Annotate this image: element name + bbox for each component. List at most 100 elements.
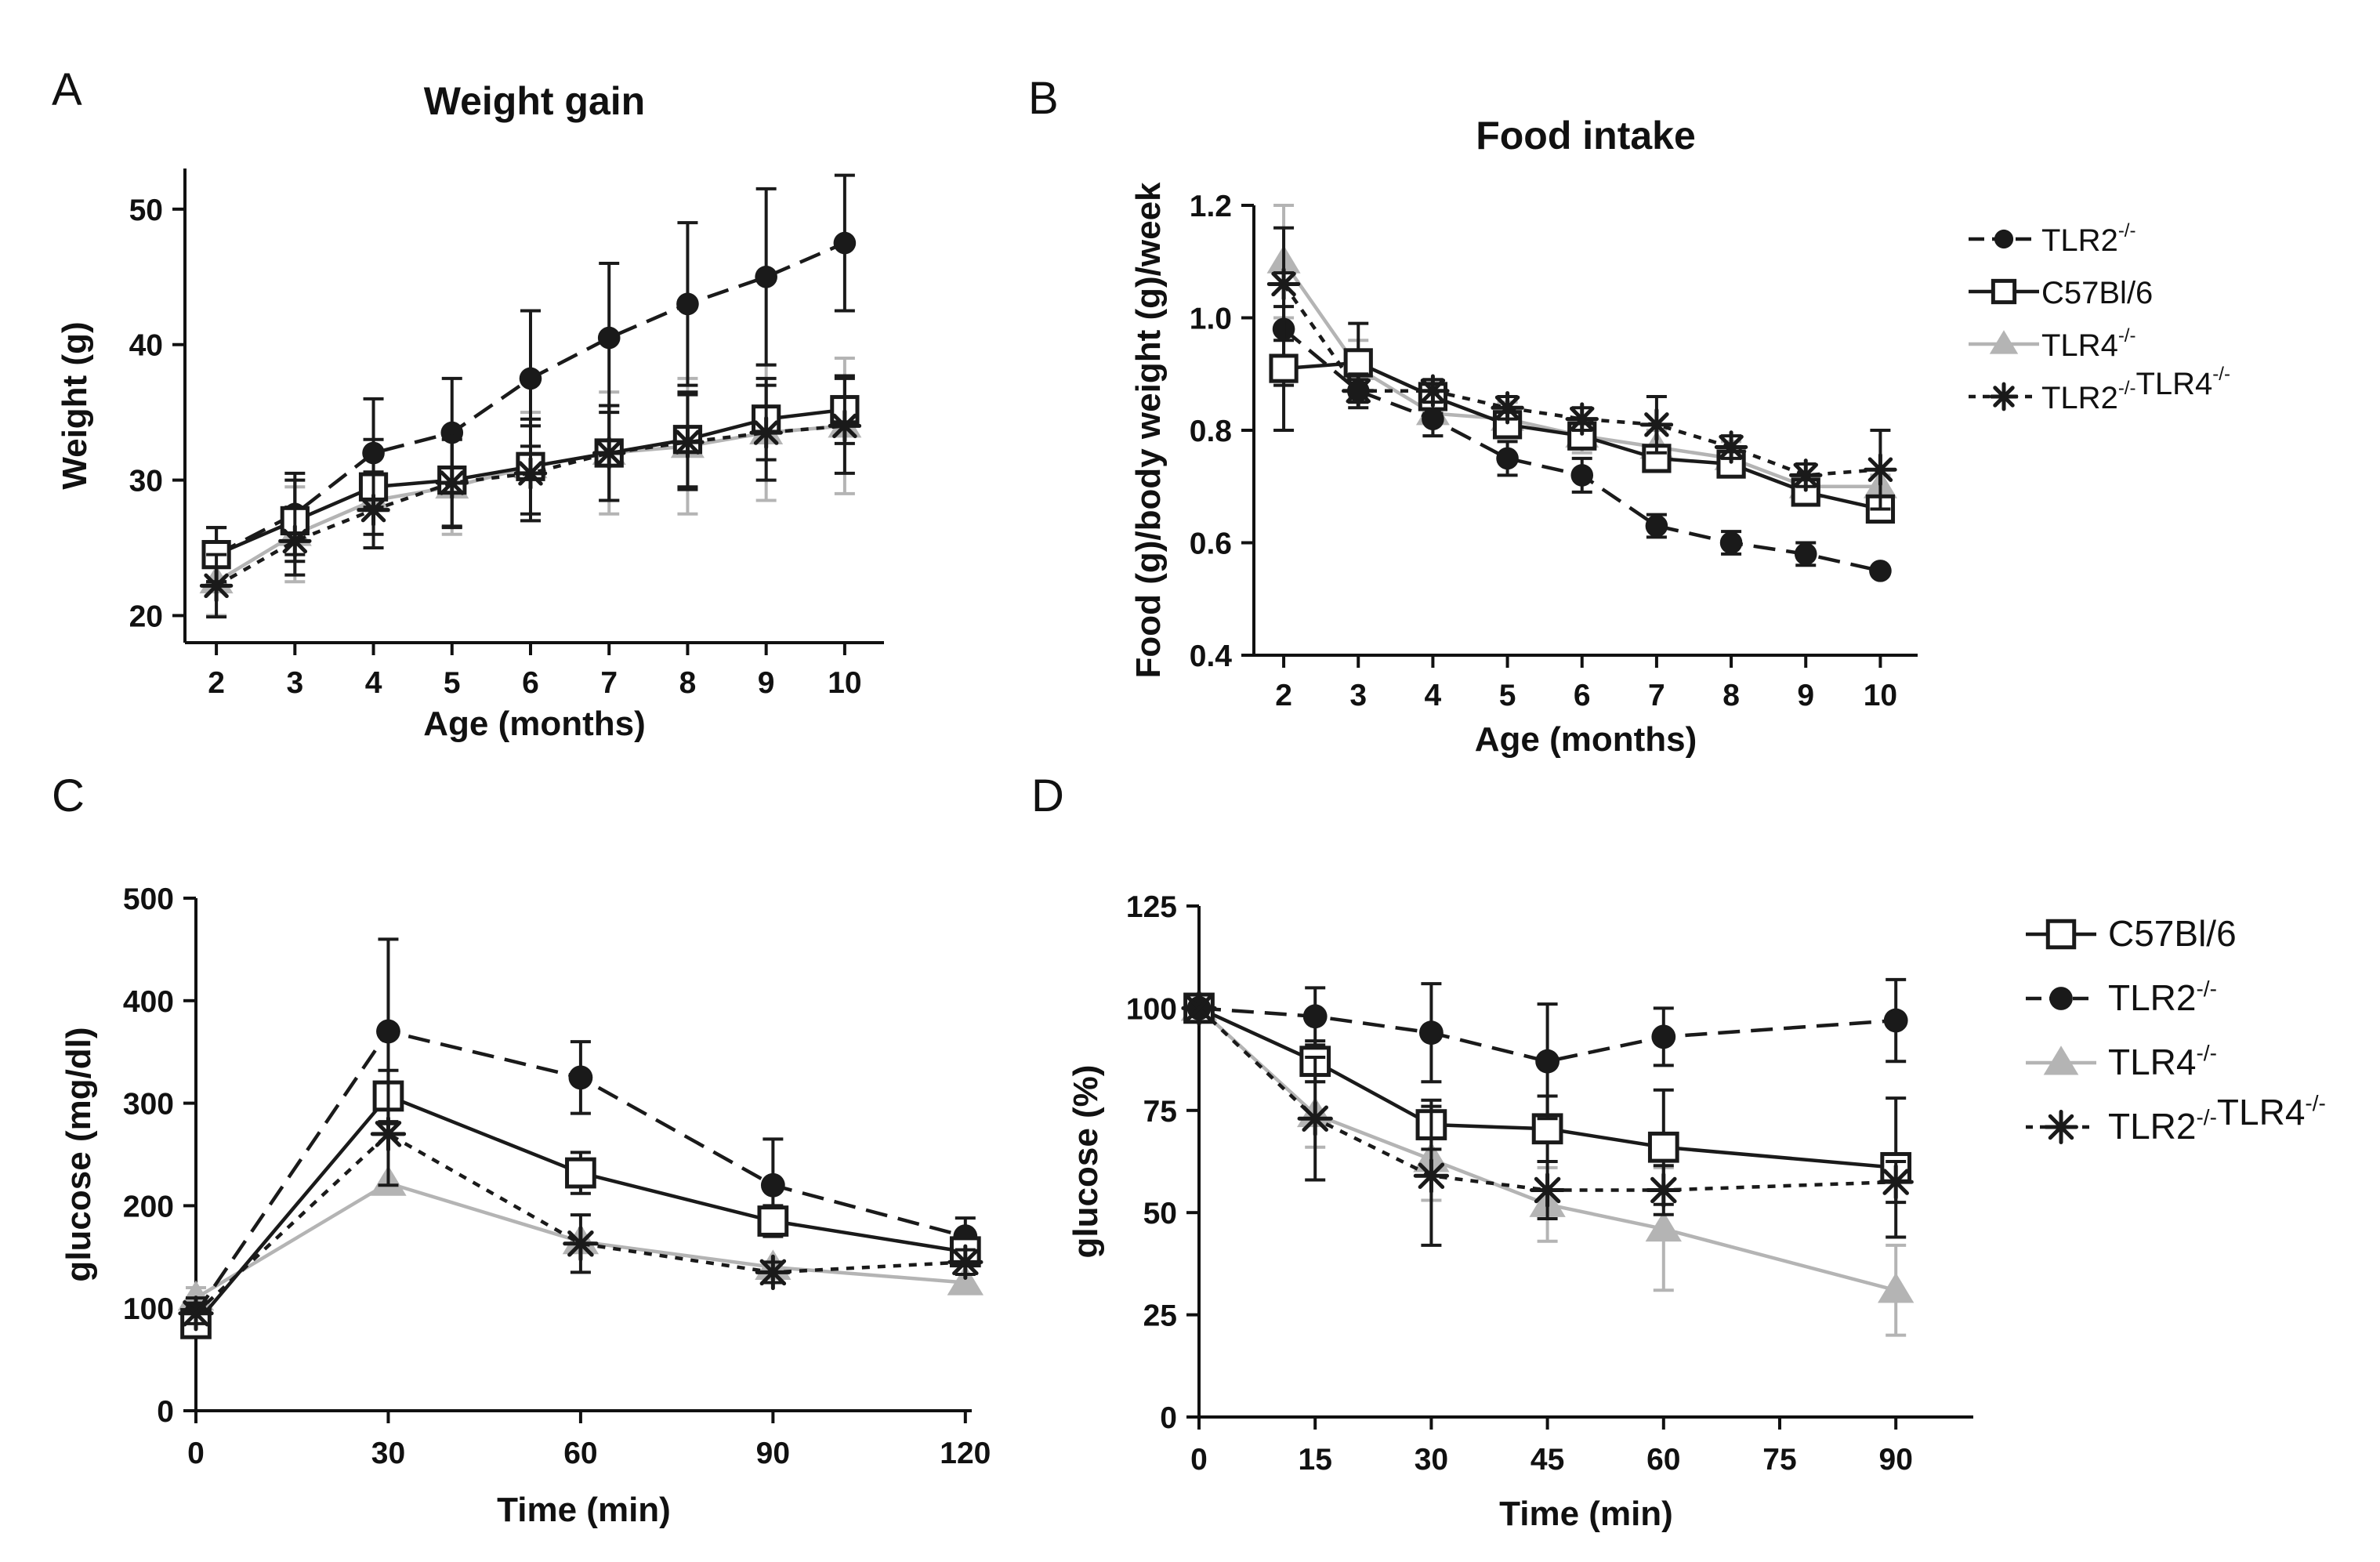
y-tick-label: 0.6 (1190, 527, 1232, 561)
x-tick-label: 75 (1762, 1443, 1796, 1477)
data-point (199, 569, 234, 603)
x-axis-label: Time (min) (1499, 1495, 1673, 1533)
y-tick-label: 400 (123, 985, 174, 1019)
legend-text: TLR4 (2135, 367, 2212, 401)
data-point (1878, 1272, 1915, 1303)
data-point (1491, 391, 1524, 425)
x-tick-label: 0 (1190, 1443, 1208, 1477)
series-c57 (180, 1068, 981, 1339)
marker-stroke (596, 440, 621, 466)
marker-stroke (1271, 271, 1296, 297)
marker-stroke (1420, 379, 1446, 404)
y-tick-label: 100 (1126, 992, 1177, 1026)
series-line (194, 1094, 966, 1325)
data-point (563, 1226, 599, 1262)
legend-superscript: -/- (2196, 1041, 2216, 1065)
data-point (760, 1172, 785, 1198)
x-tick-label: 10 (1864, 679, 1897, 712)
series-dko (1266, 226, 1897, 511)
data-point (1343, 348, 1373, 378)
legend-item-c57: C57Bl/6 (1969, 276, 2153, 310)
legend-superscript: -/- (2118, 220, 2136, 241)
marker-stroke (183, 1299, 209, 1327)
y-tick-label: 50 (1143, 1197, 1177, 1230)
panel-letter-a: A (52, 64, 82, 115)
legend-text: C57Bl/6 (2041, 276, 2153, 310)
y-tick-label: 75 (1143, 1095, 1177, 1129)
data-point (1269, 353, 1299, 383)
y-axis-label: Weight (g) (56, 321, 94, 489)
x-tick-label: 30 (1415, 1443, 1448, 1477)
data-point (568, 1065, 593, 1090)
data-point (757, 1205, 789, 1237)
x-tick-label: 6 (522, 666, 539, 700)
y-tick-label: 300 (123, 1088, 174, 1122)
data-point (947, 1244, 984, 1280)
data-point (1651, 1024, 1676, 1049)
y-axis-label: Food (g)/body weight (g)/week (1129, 182, 1168, 679)
data-point (1647, 1131, 1679, 1163)
x-tick-label: 5 (1499, 679, 1516, 712)
legend-marker (2045, 919, 2077, 950)
y-tick-label: 1.2 (1190, 190, 1232, 223)
series-dko (199, 376, 862, 619)
data-point (1181, 990, 1217, 1027)
chart-title: Weight gain (424, 79, 645, 123)
x-tick-label: 30 (371, 1437, 405, 1470)
legend-item-c57: C57Bl/6 (2026, 913, 2237, 954)
data-point (1645, 1211, 1682, 1242)
marker-stroke (518, 461, 543, 486)
x-tick-label: 60 (1646, 1443, 1680, 1477)
marker-stroke (1650, 1176, 1677, 1204)
legend-text: TLR2 (2108, 1106, 2196, 1147)
data-point (1342, 374, 1375, 408)
data-point (592, 436, 626, 470)
legend-marker (2043, 1046, 2079, 1075)
data-point (1864, 453, 1897, 487)
legend-text: TLR2 (2041, 223, 2118, 258)
marker-stroke (753, 420, 779, 445)
marker-stroke (204, 573, 229, 599)
data-point (1416, 374, 1450, 408)
marker-stroke (759, 1259, 787, 1286)
x-tick-label: 8 (679, 666, 697, 700)
marker-stroke (1346, 379, 1371, 404)
legend-item-tlr2: TLR2-/- (2026, 977, 2217, 1018)
legend-text: TLR4 (2041, 328, 2118, 363)
x-tick-label: 90 (1879, 1443, 1913, 1477)
y-tick-label: 0 (1160, 1401, 1177, 1435)
data-point (1869, 560, 1892, 582)
legend-label: C57Bl/6 (2108, 913, 2237, 954)
data-point (278, 524, 312, 558)
data-point (1878, 1164, 1914, 1200)
x-tick-label: 45 (1531, 1443, 1564, 1477)
marker-stroke (1186, 995, 1212, 1022)
panel-letter-d: D (1031, 770, 1064, 821)
marker-stroke (440, 470, 465, 495)
chart-panel-a: Weight gain 20 30 40 50 2 3 4 5 6 7 8 9 10 Age (months… (56, 79, 884, 743)
data-point (828, 409, 862, 443)
legend-marker (1991, 278, 2017, 305)
y-axis-label: glucose (mg/dl) (60, 1027, 98, 1281)
marker-stroke (952, 1249, 979, 1276)
legend-marker (2044, 1110, 2078, 1144)
data-point (833, 231, 857, 255)
series-line (215, 424, 846, 588)
y-tick-label: 100 (123, 1292, 174, 1326)
series-dko (178, 1081, 984, 1332)
x-tick-label: 2 (1275, 679, 1292, 712)
data-point (1794, 542, 1817, 566)
legend-text: TLR2 (2041, 381, 2118, 415)
x-tick-label: 90 (756, 1437, 790, 1470)
legend-text: TLR4 (2108, 1042, 2196, 1082)
legend-text: TLR4 (2217, 1092, 2305, 1133)
x-tick-label: 9 (1797, 679, 1814, 712)
marker-stroke (2048, 1114, 2074, 1140)
x-tick-label: 9 (758, 666, 775, 700)
legend-marker (1989, 330, 2019, 354)
y-tick-label: 30 (129, 465, 163, 498)
series-line (194, 1132, 965, 1315)
chart-panel-d: 0 25 50 75 100 125 0 15 30 45 60 75 90 Time (min) gluc… (1067, 890, 1973, 1533)
marker-stroke (282, 528, 308, 554)
data-point (1646, 1172, 1682, 1209)
